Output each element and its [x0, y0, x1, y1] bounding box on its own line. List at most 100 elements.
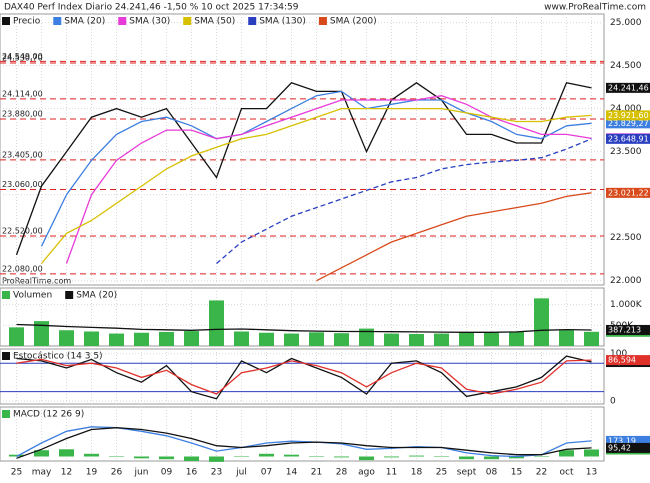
- x-tick-label: 16: [186, 468, 198, 478]
- bar: [9, 327, 24, 346]
- y-tick-label: 25.000: [610, 18, 642, 28]
- x-tick-label: 14: [286, 468, 298, 478]
- legend-swatch: [2, 410, 10, 418]
- bar: [184, 456, 199, 461]
- bar: [434, 456, 449, 457]
- source: www.ProRealTime.com: [544, 3, 646, 13]
- bar: [484, 456, 499, 460]
- bar: [334, 456, 349, 458]
- series-line: [16, 323, 592, 333]
- x-tick-label: 25: [436, 468, 447, 478]
- bar: [534, 456, 549, 457]
- bar: [159, 331, 174, 346]
- x-tick-label: 23: [211, 468, 222, 478]
- bar: [209, 300, 224, 346]
- legend-label: MACD (12 26 9): [13, 410, 84, 420]
- x-tick-label: 19: [86, 468, 98, 478]
- bar: [484, 332, 499, 346]
- bar: [134, 332, 149, 346]
- x-tick-label: 21: [311, 468, 322, 478]
- series-line: [16, 358, 592, 395]
- level-label: 24.114,00: [2, 89, 43, 98]
- bar: [559, 330, 574, 346]
- legend-label: SMA (130): [259, 17, 306, 27]
- bar: [59, 330, 74, 346]
- bar: [234, 456, 249, 457]
- series-line: [15, 82, 592, 256]
- bar: [84, 331, 99, 346]
- x-tick-label: ago: [358, 468, 375, 478]
- x-tick-label: jul: [235, 468, 247, 478]
- series-line: [65, 95, 592, 264]
- legend-swatch: [65, 291, 74, 299]
- value-label-box: [606, 118, 650, 129]
- bar: [34, 450, 49, 457]
- value-label: 23.921,60: [608, 111, 649, 120]
- x-tick-label: 15: [511, 468, 522, 478]
- bar: [284, 333, 299, 346]
- legend-swatch: [318, 17, 327, 25]
- level-label: 22.520,00: [2, 226, 43, 235]
- bar: [409, 333, 424, 346]
- y-tick-label: 22.500: [610, 233, 642, 243]
- value-label-box: [606, 187, 650, 198]
- bar: [34, 321, 49, 346]
- value-label-box: [606, 442, 650, 453]
- bar: [309, 456, 324, 457]
- bar: [284, 454, 299, 457]
- bar: [59, 449, 74, 457]
- legend-swatch: [2, 291, 10, 299]
- value-label: 23.021,22: [608, 188, 649, 197]
- value-label: 173,19: [608, 436, 636, 445]
- bar: [134, 456, 149, 459]
- x-tick-label: 09: [161, 468, 173, 478]
- bar: [84, 453, 99, 457]
- x-tick-label: 25: [11, 468, 22, 478]
- x-tick-label: 12: [61, 468, 72, 478]
- x-tick-label: 26: [111, 468, 123, 478]
- bar: [509, 331, 524, 346]
- value-label: 23.648,91: [608, 134, 649, 143]
- legend-label: SMA (200): [330, 17, 377, 27]
- bar: [259, 332, 274, 346]
- bar: [359, 456, 374, 461]
- y-tick-label: 0: [610, 397, 616, 407]
- series-line: [40, 107, 592, 264]
- y-tick-label: 24.500: [610, 61, 642, 71]
- x-tick-label: 13: [586, 468, 597, 478]
- legend-swatch: [53, 17, 62, 25]
- bar: [259, 453, 274, 457]
- bar: [409, 455, 424, 457]
- level-label: 23.880,00: [2, 109, 43, 118]
- x-tick-label: 08: [486, 468, 498, 478]
- value-label: 95,42: [608, 443, 631, 452]
- x-tick-label: 22: [536, 468, 547, 478]
- chart-title: DAX40 Perf Index Diario 24.241,46 -1,50 …: [4, 3, 299, 13]
- bar: [9, 454, 24, 457]
- value-label-box: [606, 355, 650, 366]
- legend-swatch: [118, 17, 127, 25]
- panel-frame: [0, 348, 605, 405]
- x-tick-label: oct: [560, 468, 574, 478]
- x-tick-label: 07: [261, 468, 272, 478]
- x-tick-label: may: [32, 468, 52, 478]
- legend-swatch: [2, 17, 10, 25]
- legend-label: SMA (20): [64, 17, 105, 27]
- value-label-box: [606, 435, 650, 446]
- y-tick-label: 23.500: [610, 147, 642, 157]
- series-line: [16, 427, 592, 459]
- legend-label: Estocástico (14 3 5): [13, 352, 103, 362]
- bar: [384, 333, 399, 346]
- panel-frame: [0, 13, 605, 286]
- value-label-box: [606, 324, 650, 335]
- bar: [534, 298, 549, 346]
- series-line: [40, 90, 592, 247]
- y-tick-label: 1.000K: [610, 300, 643, 310]
- bar: [159, 456, 174, 460]
- value-label-box: [606, 110, 650, 121]
- x-tick-label: 28: [336, 468, 348, 478]
- legend-swatch: [248, 17, 257, 25]
- value-label: 23.829,27: [608, 119, 649, 128]
- panel-frame: [0, 287, 605, 347]
